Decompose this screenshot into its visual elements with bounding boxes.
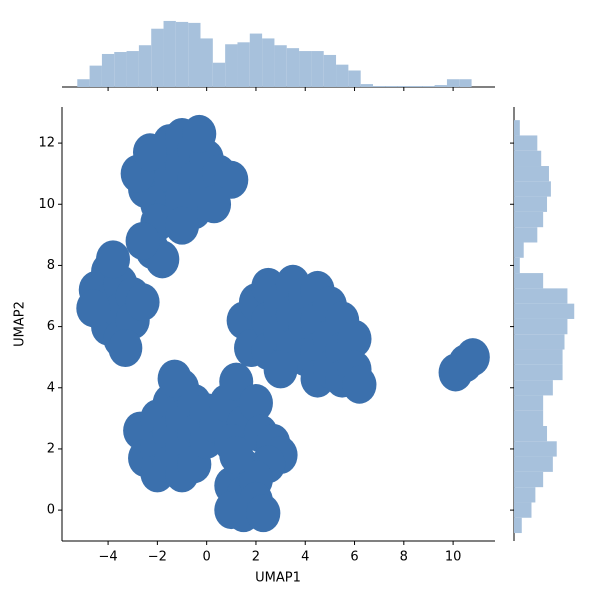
point (263, 350, 298, 389)
hist-bar (514, 181, 551, 197)
hist-bar (163, 20, 176, 88)
hist-bar (348, 70, 361, 87)
hist-bar (514, 517, 522, 534)
hist-bar (446, 79, 460, 87)
point (96, 240, 131, 279)
hist-bar (514, 273, 544, 289)
hist-bar (514, 410, 544, 427)
hist-bar (514, 303, 575, 319)
point (125, 221, 160, 260)
hist-bar (175, 21, 189, 88)
hist-bar (101, 53, 115, 87)
hist-bar (409, 86, 423, 87)
y-tick-label: 10 (38, 197, 55, 212)
x-tick-label: −4 (98, 550, 117, 565)
hist-bar (514, 471, 544, 488)
x-axis-label: UMAP1 (255, 571, 301, 586)
hist-bar (126, 51, 139, 87)
point (214, 491, 249, 530)
hist-bar (514, 502, 532, 518)
hist-bar (514, 242, 524, 258)
hist-bar (434, 85, 447, 87)
point (125, 283, 160, 322)
hist-bar (514, 395, 544, 411)
hist-bar (274, 45, 287, 87)
hist-bar (514, 288, 568, 304)
point (197, 185, 232, 224)
x-tick-label: 6 (350, 550, 358, 565)
hist-bar (459, 79, 472, 87)
hist-bar (360, 84, 374, 87)
hist-bar (323, 54, 337, 87)
hist-bar (114, 52, 127, 87)
hist-bar (514, 120, 520, 136)
x-tick-label: 8 (400, 550, 408, 565)
hist-bar (514, 364, 563, 381)
x-tick-label: −2 (148, 550, 167, 565)
hist-bar (514, 426, 548, 442)
hist-bar (397, 86, 410, 87)
hist-bar (311, 51, 324, 87)
hist-bar (514, 257, 520, 274)
hist-bar (514, 227, 538, 243)
hist-bar (336, 64, 349, 87)
hist-bar (514, 349, 563, 365)
point (157, 359, 192, 398)
hist-bar (249, 33, 263, 87)
y-axis-label: UMAP2 (13, 301, 28, 347)
y-tick-label: 2 (47, 441, 55, 456)
hist-bar (514, 441, 557, 457)
y-tick-label: 6 (47, 319, 55, 334)
hist-bar (514, 211, 544, 228)
hist-bar (225, 44, 238, 87)
y-tick-label: 12 (38, 136, 55, 151)
point (238, 384, 273, 423)
point (219, 436, 254, 475)
hist-bar (299, 51, 312, 87)
hist-bar (385, 86, 398, 87)
hist-bar (514, 456, 553, 472)
hist-bar (514, 334, 565, 350)
y-tick-label: 4 (47, 380, 55, 395)
hist-bar (422, 86, 435, 87)
hist-bar (151, 28, 164, 87)
point (182, 114, 217, 153)
point (165, 206, 200, 245)
hist-bar (89, 65, 102, 87)
hist-bar (514, 166, 549, 182)
hist-bar (514, 150, 542, 167)
point (342, 365, 377, 404)
x-tick-label: 10 (445, 550, 462, 565)
hist-bar (212, 62, 226, 87)
point (246, 494, 281, 533)
point (455, 338, 490, 377)
point (132, 133, 167, 172)
hist-bar (138, 45, 152, 87)
hist-bar (200, 38, 213, 87)
point (108, 329, 143, 368)
hist-bar (286, 48, 300, 87)
x-tick-label: 2 (252, 550, 260, 565)
hist-bar (373, 86, 386, 87)
y-tick-label: 0 (47, 503, 55, 518)
point (76, 289, 111, 328)
hist-bar (237, 42, 250, 87)
y-tick-label: 8 (47, 258, 55, 273)
hist-bar (514, 135, 538, 151)
point (337, 319, 372, 358)
hist-bar (262, 38, 275, 87)
x-tick-label: 4 (301, 550, 309, 565)
hist-bar (514, 196, 548, 212)
hist-bar (514, 380, 553, 396)
hist-bar (514, 487, 536, 503)
hist-bar (188, 22, 201, 88)
hist-bar (514, 318, 568, 335)
hist-bar (77, 79, 90, 87)
x-tick-label: 0 (203, 550, 211, 565)
